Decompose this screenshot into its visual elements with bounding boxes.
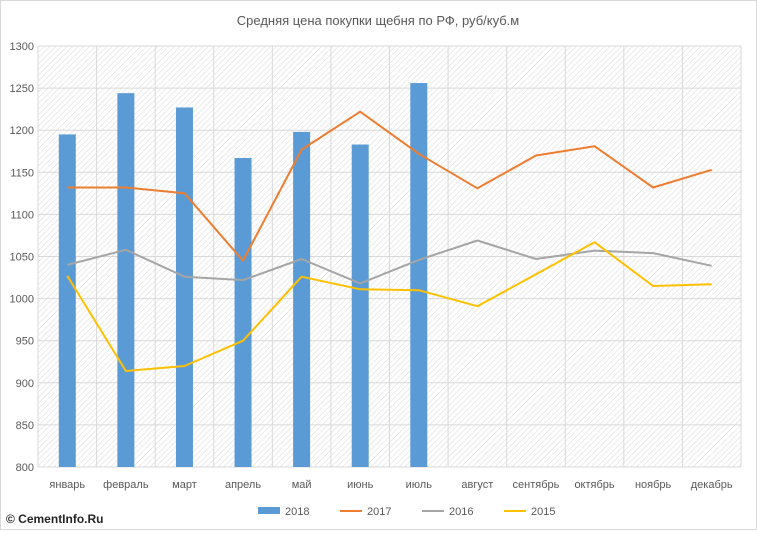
- bar: [58, 134, 76, 467]
- line-series: [66, 110, 712, 372]
- bar: [293, 131, 311, 467]
- legend-label: 2015: [531, 506, 555, 518]
- x-tick-label: август: [461, 479, 493, 491]
- x-axis: январь февраль март апрель май июнь июль август…: [49, 479, 732, 491]
- bar: [175, 107, 193, 467]
- legend-label: 2018: [285, 506, 309, 518]
- y-tick-label: 1100: [10, 209, 34, 221]
- y-axis: 800 850 900 950 1000 1050 1100 1150 1200 1250 1300: [10, 41, 34, 474]
- series-line: [66, 241, 712, 372]
- series-line: [67, 239, 712, 285]
- y-tick-label: 1150: [10, 167, 34, 179]
- y-tick-label: 1250: [10, 83, 34, 95]
- y-tick-label: 1000: [10, 294, 34, 306]
- legend-label: 2017: [367, 506, 391, 518]
- x-tick-label: апрель: [225, 479, 261, 491]
- bar: [351, 144, 369, 467]
- bar: [234, 157, 252, 467]
- x-tick-label: декабрь: [691, 479, 733, 491]
- y-tick-label: 1050: [10, 252, 34, 264]
- x-tick-label: март: [172, 479, 197, 491]
- gridlines: [37, 45, 742, 468]
- bar: [117, 93, 135, 467]
- x-tick-label: октябрь: [574, 479, 614, 491]
- watermark: © CementInfo.Ru: [6, 512, 104, 526]
- legend-label: 2016: [449, 506, 473, 518]
- bar-series: [58, 83, 428, 467]
- y-tick-label: 1300: [10, 41, 34, 53]
- x-tick-label: февраль: [103, 479, 149, 491]
- bar: [410, 83, 428, 467]
- x-tick-label: май: [292, 479, 312, 491]
- chart-title: Средняя цена покупки щебня по РФ, руб/ку…: [237, 13, 520, 28]
- x-tick-label: июль: [406, 479, 433, 491]
- legend-swatch: [258, 507, 280, 514]
- y-tick-label: 950: [16, 336, 34, 348]
- series-line: [67, 110, 712, 262]
- x-tick-label: сентябрь: [513, 479, 560, 491]
- y-tick-label: 1200: [10, 125, 34, 137]
- y-tick-label: 850: [16, 420, 34, 432]
- y-tick-label: 900: [16, 378, 34, 390]
- x-tick-label: ноябрь: [635, 479, 672, 491]
- x-tick-label: июнь: [347, 479, 373, 491]
- legend: 2018 2017 2016 2015: [258, 506, 555, 518]
- y-tick-label: 800: [16, 462, 34, 474]
- x-tick-label: январь: [49, 479, 85, 491]
